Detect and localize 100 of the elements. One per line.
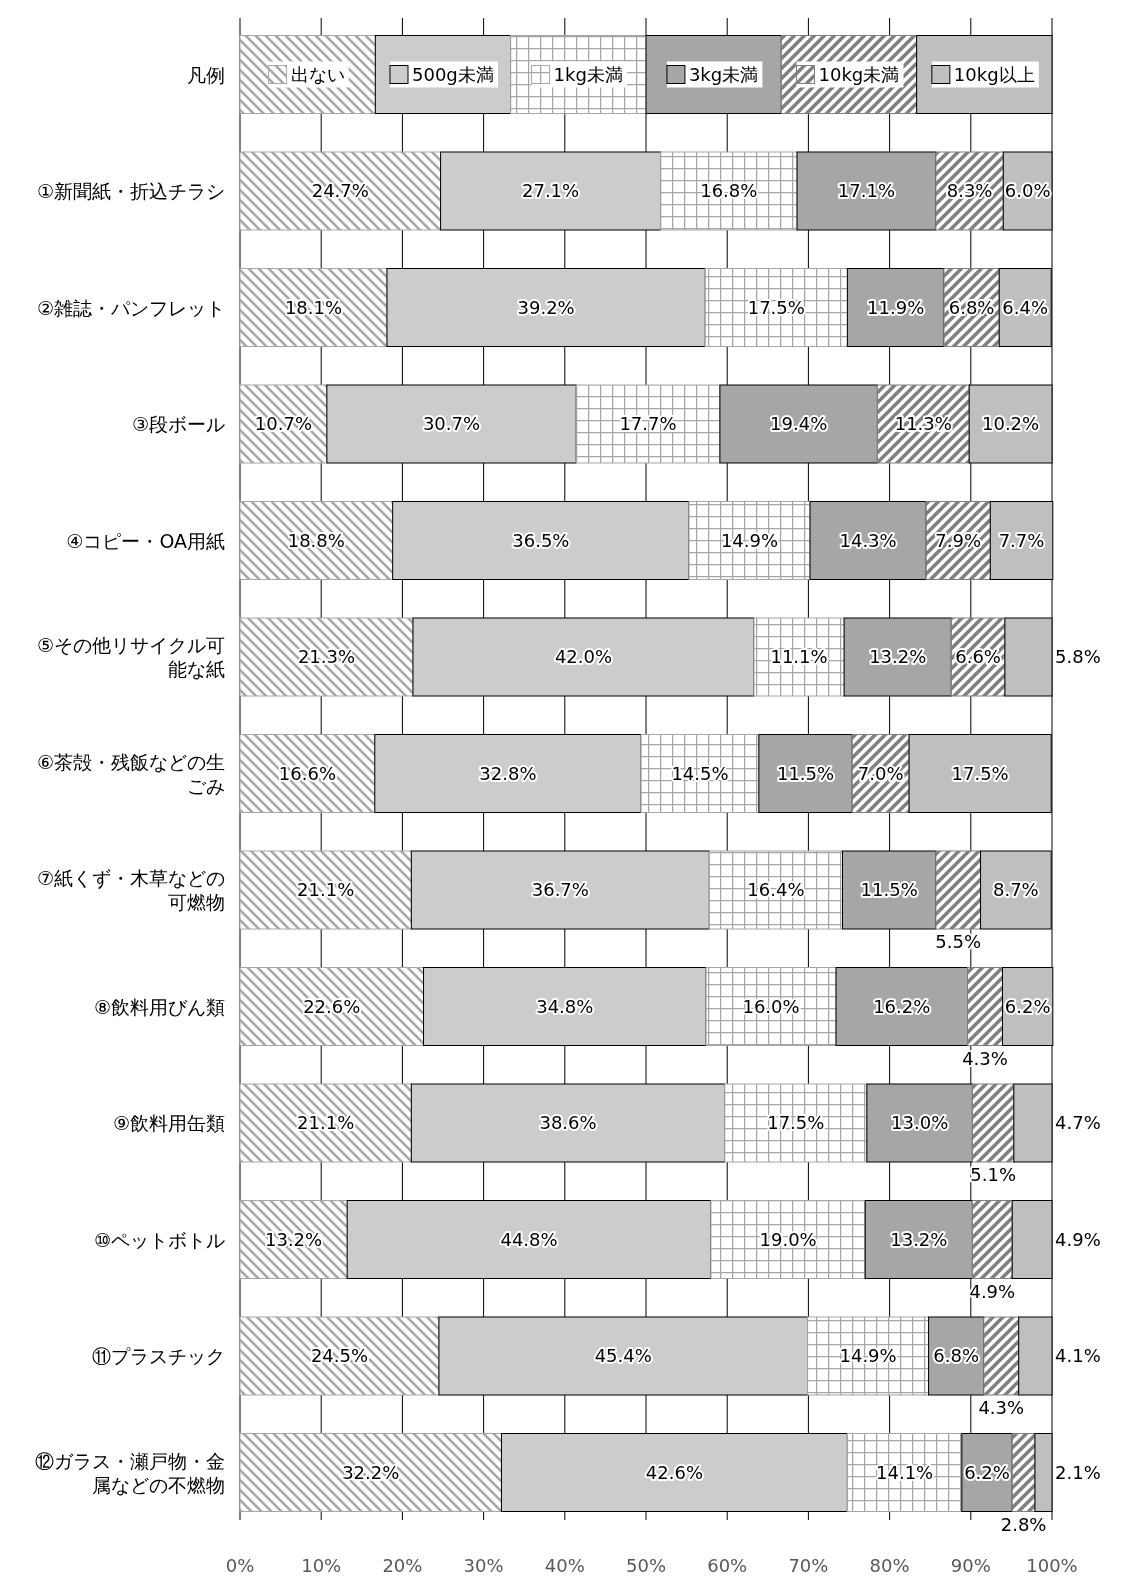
text: 4.9% (1055, 1228, 1101, 1250)
text: 14.9% (720, 529, 779, 551)
text: 14.5% (671, 762, 729, 784)
text: 17.5% (951, 762, 1009, 784)
legend-title: 凡例 (187, 63, 225, 86)
x-tick-label: 10% (301, 1555, 342, 1576)
text: 38.6% (539, 1112, 597, 1133)
bar (239, 1316, 440, 1396)
legend-label: 1kg未満 (553, 63, 623, 85)
text: 4.3% (978, 1397, 1025, 1418)
text: 6.0% (1004, 180, 1051, 201)
text: 6.6% (955, 646, 1001, 667)
text: 11.1% (770, 646, 828, 667)
legend-label: 3kg未満 (688, 63, 759, 85)
text: 21.1% (297, 879, 355, 900)
bar (1011, 1433, 1036, 1512)
text: 5.8% (1055, 646, 1101, 667)
bar (239, 617, 414, 697)
bar (239, 850, 412, 930)
x-tick-label: 70% (788, 1555, 829, 1576)
bar (239, 734, 376, 813)
x-tick-label: 100% (1026, 1555, 1078, 1576)
text: 42.6% (645, 1461, 704, 1483)
y-tick-label: ③段ボール (131, 413, 225, 435)
text: 18.1% (284, 296, 343, 318)
bar (239, 501, 394, 580)
text: 34.8% (536, 995, 594, 1017)
text: 14.9% (839, 1345, 897, 1366)
x-tick-label: 0% (225, 1555, 255, 1576)
x-tick-label: 80% (869, 1555, 910, 1576)
x-tick-label: 60% (707, 1555, 748, 1576)
y-tick-label: ①新聞紙・折込チラシ (36, 180, 225, 202)
legend-label: 10kg未満 (818, 63, 900, 85)
text: 22.6% (303, 995, 361, 1017)
x-tick-label: 90% (950, 1555, 991, 1576)
bar (239, 1200, 348, 1279)
y-tick-label: ⑪プラスチック (92, 1345, 225, 1367)
bar (239, 151, 442, 231)
text: 13.2% (265, 1228, 323, 1250)
x-tick-label: 20% (382, 1555, 423, 1576)
text: 36.7% (531, 879, 589, 900)
text: 32.8% (479, 762, 537, 784)
bar (971, 1083, 1015, 1163)
bar (983, 1316, 1020, 1396)
text: 14.1% (876, 1461, 934, 1483)
y-tick-label: ④コピー・OA用紙 (66, 529, 225, 552)
text: 13.2% (869, 646, 927, 667)
text: 45.4% (594, 1345, 652, 1366)
legend-label: 500g未満 (412, 63, 494, 85)
bar (239, 268, 388, 347)
text: 19.0% (759, 1228, 817, 1250)
y-tick-label: ②雑誌・パンフレット (36, 296, 225, 319)
text: 8.3% (946, 180, 993, 201)
text: 7.7% (998, 529, 1045, 551)
text: 21.1% (297, 1112, 355, 1133)
text: 6.2% (964, 1461, 1010, 1483)
text: 11.5% (860, 879, 918, 900)
text: 11.5% (776, 762, 835, 784)
text: 24.5% (310, 1345, 369, 1366)
text: 16.0% (742, 995, 800, 1017)
text: 4.7% (1055, 1112, 1101, 1133)
text: 6.4% (1002, 296, 1049, 318)
text: 19.4% (770, 413, 828, 434)
text: 2.1% (1055, 1461, 1101, 1483)
y-tick-label: ⑥茶殻・残飯などの生ごみ (36, 750, 225, 797)
text: 11.3% (894, 413, 952, 434)
text: 2.8% (1000, 1513, 1047, 1535)
text: 10.7% (254, 413, 313, 434)
x-tick-label: 50% (625, 1555, 667, 1576)
y-tick-label: ⑦紙くず・木草などの可燃物 (36, 867, 225, 913)
text: 17.5% (747, 296, 805, 318)
text: 8.7% (993, 879, 1039, 900)
text: 6.2% (1004, 995, 1051, 1017)
legend-label: 出ない (290, 63, 345, 85)
text: 16.8% (700, 180, 758, 201)
text: 4.1% (1055, 1345, 1101, 1366)
text: 13.2% (890, 1228, 948, 1250)
text: 32.2% (342, 1461, 400, 1483)
text: 44.8% (500, 1228, 558, 1250)
y-tick-label: ⑧飲料用びん類 (93, 995, 225, 1018)
text: 6.8% (933, 1345, 980, 1366)
text: 36.5% (512, 529, 570, 551)
x-tick-label: 30% (463, 1555, 504, 1576)
text: 16.4% (747, 879, 805, 900)
y-tick-label: ⑨飲料用缶類 (112, 1112, 225, 1134)
bar (935, 850, 982, 930)
text: 42.0% (554, 646, 613, 667)
bar (239, 967, 425, 1046)
text: 17.7% (619, 413, 677, 434)
text: 17.5% (767, 1112, 825, 1133)
text: 14.3% (839, 529, 897, 551)
text: 27.1% (522, 180, 580, 201)
text: 11.9% (867, 296, 925, 318)
text: 24.7% (311, 180, 369, 201)
text: 10.2% (981, 413, 1040, 434)
text: 16.6% (278, 762, 336, 784)
text: 16.2% (873, 995, 931, 1017)
text: 18.8% (287, 529, 345, 551)
text: 39.2% (517, 296, 575, 318)
y-tick-label: ⑫ガラス・瀬戸物・金属などの不燃物 (35, 1449, 225, 1496)
